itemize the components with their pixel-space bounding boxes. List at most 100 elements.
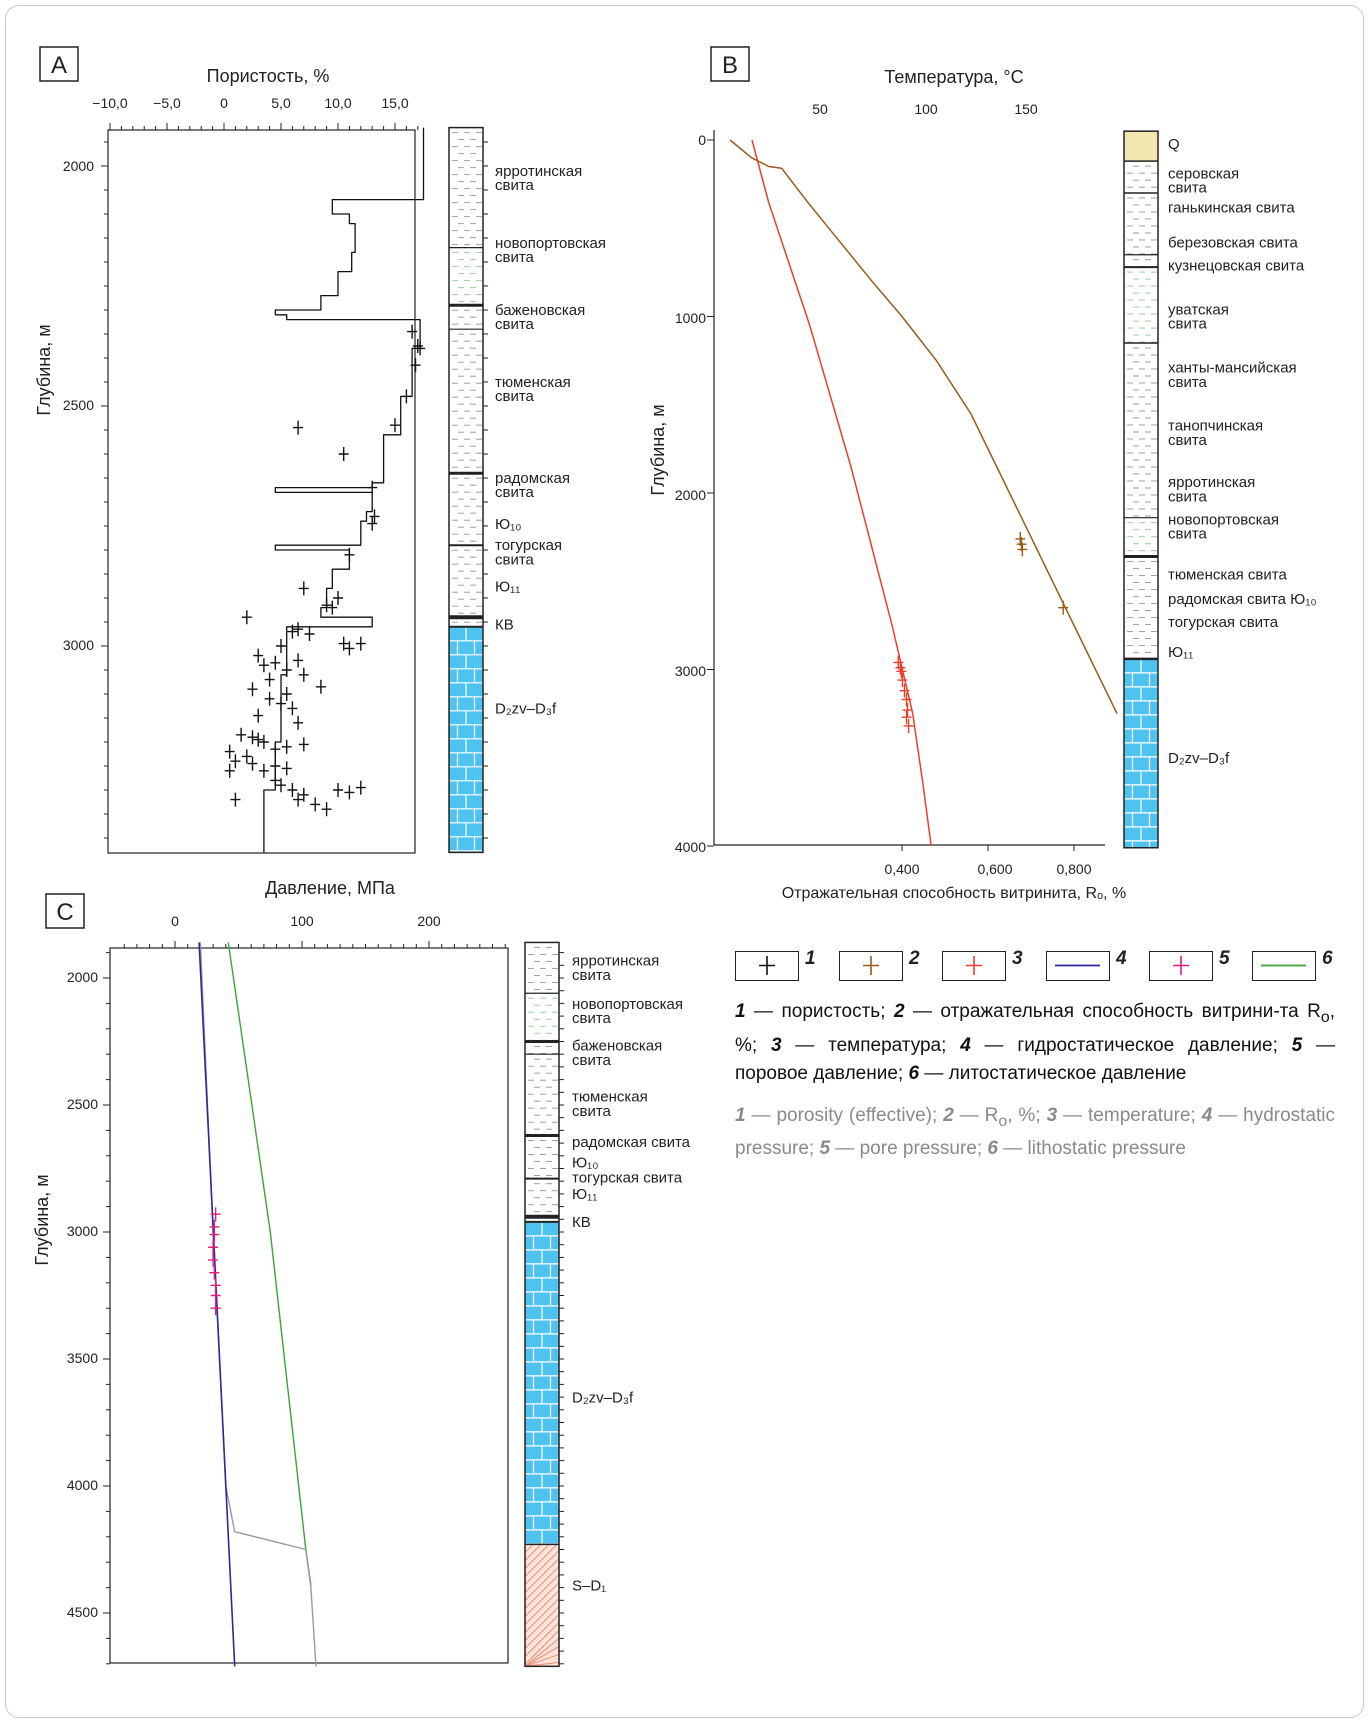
strat-label-line: кузнецовская свита [1168, 258, 1305, 275]
legend-ru-num: 2 [893, 1001, 905, 1022]
panel-b-ytick: 4000 [675, 839, 706, 855]
hatch-line [524, 1558, 560, 1593]
strat-label-line: новопортовская [495, 235, 606, 252]
porosity-point [276, 696, 286, 711]
porosity-point [293, 420, 304, 435]
legend-ru-text: , %; [735, 1001, 1335, 1056]
legend: 1 2 3 4 5 6 1 — пористость; 2 — отражательная… [735, 948, 1335, 1162]
shale-layer [449, 473, 483, 546]
hydrostatic-line [198, 942, 236, 1667]
strat-label-line: свита [572, 1103, 612, 1120]
strat-label-line: D₂zv–D₃f [495, 701, 557, 718]
temperature-point [899, 683, 910, 698]
panel-b-bottom-tick: 0,800 [1056, 861, 1091, 877]
strat-label-line: тогурская [495, 537, 562, 554]
panel-a-plot-area [101, 123, 426, 854]
strat-label: ярротинская свита [1168, 474, 1255, 505]
pore-pressure-point [208, 1240, 219, 1255]
porosity-point [310, 797, 321, 812]
panel-b-xlabel: Отражательная способность витринита, Rₒ,… [782, 885, 1127, 902]
panel-c: C Давление, МПа Глубина, м 0 100 200 200… [32, 878, 691, 1668]
strat-label-line: КВ [495, 617, 514, 634]
strat-label: тюменская свита [495, 374, 571, 405]
porosity-point [236, 727, 247, 742]
shale-layer [525, 1216, 559, 1222]
porosity-point [327, 600, 338, 615]
strat-label-line: баженовская [572, 1038, 662, 1055]
hatch-line [524, 1614, 560, 1649]
strat-label-line: свита [572, 1010, 612, 1027]
porosity-point [230, 792, 241, 807]
legend-symbol [1055, 964, 1100, 967]
panel-c-xtick: 100 [290, 913, 314, 929]
strat-label: S–D₁ [572, 1577, 606, 1594]
hatch-line [524, 1544, 542, 1561]
panel-a-ytick: 2000 [63, 158, 94, 174]
porosity-point [298, 667, 309, 682]
shale-layer [449, 305, 483, 330]
legend-ru-num: 6 [908, 1062, 920, 1084]
legend-cross-icon [966, 956, 982, 975]
legend-en-text: — lithostatic pressure [997, 1137, 1186, 1159]
strat-label-line: ярротинская [495, 163, 582, 180]
legend-en-num: 2 [943, 1104, 954, 1126]
panel-c-xtick: 0 [171, 913, 179, 929]
strat-label-line: свита [495, 388, 535, 405]
porosity-point [367, 480, 378, 495]
legend-cross-icon [759, 956, 775, 975]
temperature-line [751, 139, 932, 847]
porosity-point [253, 648, 264, 663]
shale-layer [1124, 161, 1158, 193]
shale-layer [525, 942, 559, 994]
legend-number: 6 [1322, 948, 1333, 969]
legend-symbols: 1 2 3 4 5 6 [735, 948, 1335, 990]
panel-a-xtick: 5,0 [271, 95, 291, 111]
panel-c-ytick: 3500 [67, 1350, 98, 1366]
strat-label-line: тогурская свита [572, 1170, 683, 1187]
shale-layer [1124, 342, 1158, 518]
strat-label: баженовская свита [572, 1038, 662, 1069]
legend-ru-text: — пористость; [745, 1001, 894, 1022]
panel-a-strat-column [448, 126, 488, 854]
strat-label-line: свита [572, 967, 612, 984]
legend-symbol [1173, 956, 1189, 975]
shale-layer [449, 247, 483, 306]
porosity-point [355, 780, 366, 795]
panel-c-xtick: 200 [417, 913, 441, 929]
porosity-point [253, 708, 264, 723]
column-border [1123, 130, 1159, 849]
legend-number: 3 [1012, 948, 1023, 969]
strat-label-line: березовская свита [1168, 235, 1299, 252]
porosity-point [270, 655, 281, 670]
porosity-point [293, 715, 304, 730]
porosity-point [270, 742, 281, 757]
strat-label-line: Ю₁₁ [495, 578, 520, 595]
porosity-point [276, 778, 286, 793]
hatch-line [524, 1574, 560, 1609]
porosity-point [264, 691, 275, 706]
panel-b-top-tick: 150 [1014, 101, 1038, 117]
panel-a-yticklabels: 2000 2500 3000 [63, 158, 94, 653]
legend-ru-sub: o [1320, 1008, 1330, 1026]
pore-pressure-point [208, 1252, 219, 1267]
panel-c-plot-area [103, 941, 509, 1667]
strat-label-line: Ю₁₁ [572, 1186, 597, 1203]
strat-label: радомская свита [495, 470, 570, 501]
panel-a-xtick: −5,0 [153, 95, 181, 111]
panel-b-strat-column [1123, 130, 1159, 849]
legend-symbol-box [1252, 951, 1316, 981]
strat-label-line: новопортовская [572, 996, 683, 1013]
legend-ru-text: — поровое давление; [735, 1034, 1335, 1084]
porosity-point [401, 389, 412, 404]
panel-c-ytick: 4000 [67, 1477, 98, 1493]
strat-label-line: свита [495, 484, 535, 501]
panel-b-ytick: 2000 [675, 487, 706, 503]
porosity-point [338, 636, 349, 651]
panel-c-title: Давление, МПа [265, 878, 396, 898]
strat-label-line: тюменская [495, 374, 571, 391]
temperature-point [901, 692, 912, 707]
strat-label-line: свита [495, 177, 535, 194]
strat-label-line: D₂zv–D₃f [1168, 750, 1230, 767]
porosity-point [258, 735, 269, 749]
